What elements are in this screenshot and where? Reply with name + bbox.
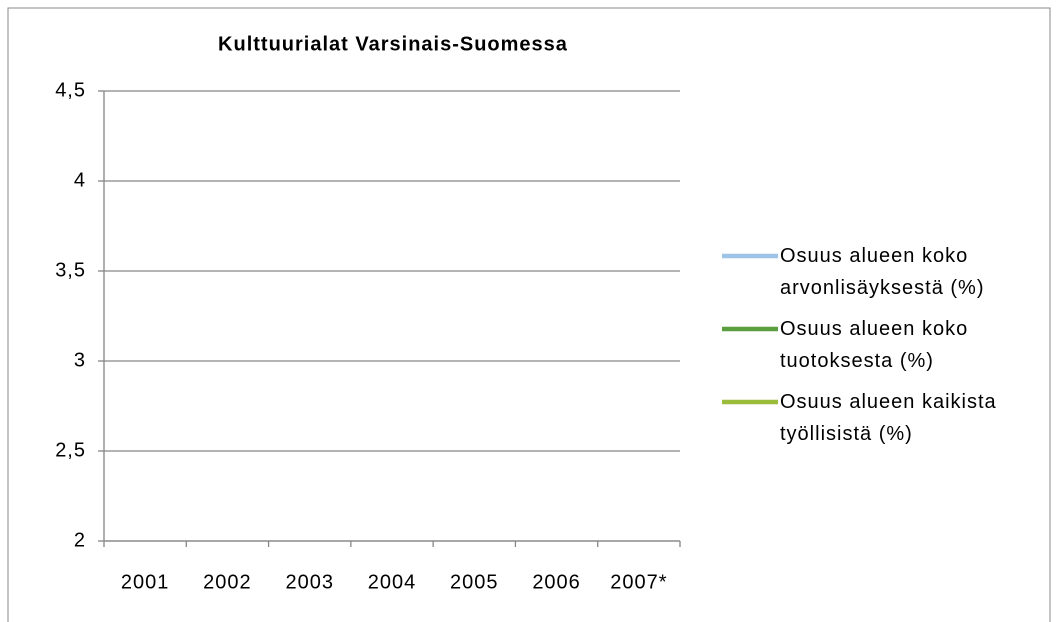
y-tick-label: 3,5 [55,259,86,281]
y-tick-label: 2,5 [55,439,86,461]
x-tick-label: 2006 [532,571,581,593]
y-tick-label: 2 [74,529,86,551]
x-tick-label: 2003 [285,571,334,593]
legend-label: Osuus alueen koko tuotoksesta (%) [780,318,969,372]
x-tick-label: 2004 [368,571,417,593]
x-tick-label: 2002 [203,571,252,593]
x-tick-label: 2007* [610,571,667,593]
chart-title: Kulttuurialat Varsinais-Suomessa [218,33,568,55]
x-tick-label: 2005 [450,571,499,593]
legend-label: Osuus alueen koko arvonlisäyksestä (%) [780,245,985,299]
legend-label: Osuus alueen kaikista työllisistä (%) [780,391,997,445]
x-tick-label: 2001 [121,571,170,593]
y-tick-label: 4,5 [55,79,86,101]
y-tick-label: 3 [74,349,86,371]
chart-frame [7,7,1051,622]
y-tick-label: 4 [74,169,86,191]
